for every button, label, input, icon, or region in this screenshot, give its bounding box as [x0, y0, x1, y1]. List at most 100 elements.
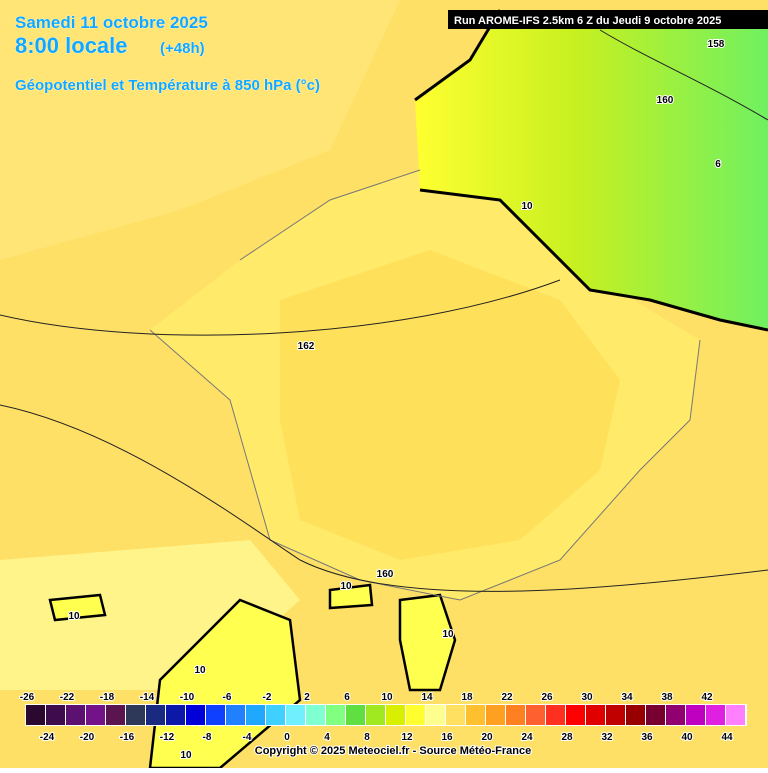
colorbar-label: 0 [284, 732, 290, 743]
colorbar-label: 22 [501, 692, 513, 703]
colorbar-label: 4 [324, 732, 330, 743]
color-swatch [286, 705, 305, 725]
color-swatch [546, 705, 565, 725]
contour-label: 162 [298, 341, 315, 352]
border [149, 169, 701, 601]
colorbar-label: -6 [223, 692, 232, 703]
colorbar-label: -26 [20, 692, 35, 703]
colorbar-label: -20 [80, 732, 95, 743]
date: Samedi 11 octobre 2025 [15, 13, 208, 32]
run-box [448, 10, 768, 29]
color-swatch [406, 705, 425, 725]
contour-label: 10 [340, 581, 352, 592]
run-info: Run AROME-IFS 2.5km 6 Z du Jeudi 9 octob… [454, 15, 721, 27]
color-swatch [66, 705, 85, 725]
colorbar-label: 44 [721, 732, 733, 743]
color-swatch [466, 705, 485, 725]
color-swatch [686, 705, 705, 725]
color-swatch [726, 705, 745, 725]
color-swatch [106, 705, 125, 725]
color-swatch [426, 705, 445, 725]
cool-area [415, 10, 768, 330]
colorbar-label: -24 [40, 732, 55, 743]
color-swatch [266, 705, 285, 725]
colorbar-label: -12 [160, 732, 175, 743]
contour-label: 160 [657, 95, 674, 106]
color-swatch [26, 705, 45, 725]
color-swatch [386, 705, 405, 725]
colorbar-label: 12 [401, 732, 413, 743]
color-swatch [526, 705, 545, 725]
colorbar-label: 36 [641, 732, 653, 743]
colorbar-label: -18 [100, 692, 115, 703]
colorbar-label: 28 [561, 732, 573, 743]
color-swatch [566, 705, 585, 725]
color-swatch [506, 705, 525, 725]
isoline [0, 29, 768, 592]
island [328, 583, 374, 610]
colorbar-label: 34 [621, 692, 633, 703]
corsica [398, 593, 457, 692]
color-swatch [706, 705, 725, 725]
colorbar-label: 40 [681, 732, 693, 743]
field-title: Géopotentiel et Température à 850 hPa (°… [15, 77, 320, 94]
color-swatch [666, 705, 685, 725]
color-swatch [326, 705, 345, 725]
colorbar-label: 42 [701, 692, 713, 703]
colorbar-label: -8 [203, 732, 212, 743]
contour-label: 10 [442, 629, 454, 640]
color-swatch [486, 705, 505, 725]
color-swatch [86, 705, 105, 725]
color-swatch [446, 705, 465, 725]
color-swatch [226, 705, 245, 725]
color-swatch [646, 705, 665, 725]
contour-label: 10 [521, 201, 533, 212]
contour-label: 6 [715, 159, 721, 170]
colorbar-label: 10 [381, 692, 393, 703]
colorbar-label: -16 [120, 732, 135, 743]
color-swatch [206, 705, 225, 725]
colorbar-label: -10 [180, 692, 195, 703]
colorbar-label: 16 [441, 732, 453, 743]
colorbar-label: 26 [541, 692, 553, 703]
time: 8:00 locale [15, 33, 128, 58]
colorbar-label: -2 [263, 692, 272, 703]
color-swatch [166, 705, 185, 725]
colorbar: -26-24-22-20-18-16-14-12-10-8-6-4-202468… [19, 691, 747, 744]
contour-label: 10 [68, 611, 80, 622]
color-swatch [46, 705, 65, 725]
color-swatch [346, 705, 365, 725]
color-swatch [586, 705, 605, 725]
color-swatch [246, 705, 265, 725]
colorbar-label: -4 [243, 732, 252, 743]
colorbar-label: -22 [60, 692, 75, 703]
colorbar-label: 6 [344, 692, 350, 703]
contour-label: 10 [194, 665, 206, 676]
color-swatch [146, 705, 165, 725]
island [48, 593, 107, 622]
colorbar-label: 20 [481, 732, 493, 743]
color-swatch [126, 705, 145, 725]
colorbar-label: 8 [364, 732, 370, 743]
colorbar-label: 38 [661, 692, 673, 703]
contour-label: 160 [377, 569, 394, 580]
sea-area [0, 0, 400, 260]
color-swatch [626, 705, 645, 725]
colorbar-label: 32 [601, 732, 613, 743]
color-swatch [366, 705, 385, 725]
contour-label: 10 [180, 750, 192, 761]
warm-area [280, 250, 620, 560]
colorbar-label: -14 [140, 692, 155, 703]
colorbar-label: 30 [581, 692, 593, 703]
contour-label: 158 [708, 39, 725, 50]
color-swatch [186, 705, 205, 725]
colorbar-label: 14 [421, 692, 433, 703]
colorbar-label: 2 [304, 692, 310, 703]
colorbar-label: 24 [521, 732, 533, 743]
lead-time: (+48h) [160, 40, 205, 57]
color-swatch [606, 705, 625, 725]
color-swatch [306, 705, 325, 725]
copyright: Copyright © 2025 Meteociel.fr - Source M… [255, 745, 531, 757]
